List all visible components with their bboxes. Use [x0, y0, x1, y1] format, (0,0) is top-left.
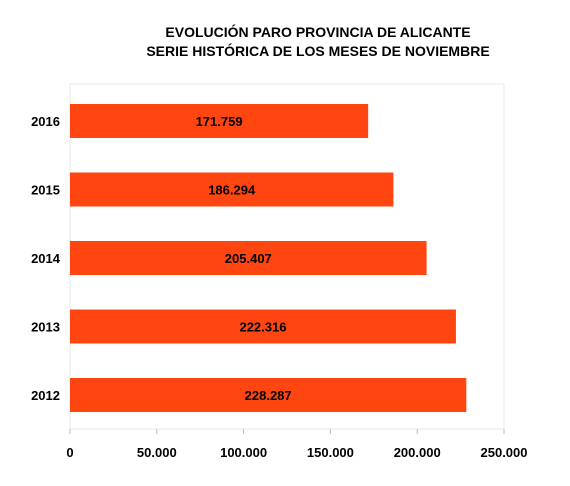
category-label-2014: 2014 — [31, 251, 61, 266]
labels-group: 171.759 2016 186.294 2015 205.407 2014 222.316… — [31, 114, 292, 403]
data-label-2013: 222.316 — [239, 320, 286, 335]
bar-2015 — [70, 172, 394, 207]
bars-group — [70, 104, 467, 412]
chart-subtitle: SERIE HISTÓRICA DE LOS MESES DE NOVIEMBR… — [146, 43, 490, 59]
x-tick-label: 200.000 — [394, 445, 441, 460]
category-label-2015: 2015 — [31, 183, 60, 198]
category-label-2012: 2012 — [31, 388, 60, 403]
data-label-2015: 186.294 — [208, 183, 256, 198]
category-label-2016: 2016 — [31, 114, 60, 129]
x-tick-label: 100.000 — [220, 445, 267, 460]
x-tick-label: 150.000 — [307, 445, 354, 460]
bar-2014 — [70, 241, 427, 275]
x-tick-label: 0 — [66, 445, 73, 460]
x-tick-label: 250.000 — [481, 445, 528, 460]
x-tick-label: 50.000 — [137, 445, 177, 460]
category-label-2013: 2013 — [31, 320, 60, 335]
data-label-2016: 171.759 — [196, 114, 243, 129]
chart-title: EVOLUCIÓN PARO PROVINCIA DE ALICANTE — [165, 24, 471, 40]
bar-2012 — [70, 378, 467, 412]
data-label-2014: 205.407 — [225, 251, 272, 266]
bar-2013 — [70, 309, 456, 344]
x-axis: 0 50.000 100.000 150.000 200.000 250.000 — [66, 429, 528, 460]
data-label-2012: 228.287 — [245, 388, 292, 403]
bar-2016 — [70, 104, 369, 138]
